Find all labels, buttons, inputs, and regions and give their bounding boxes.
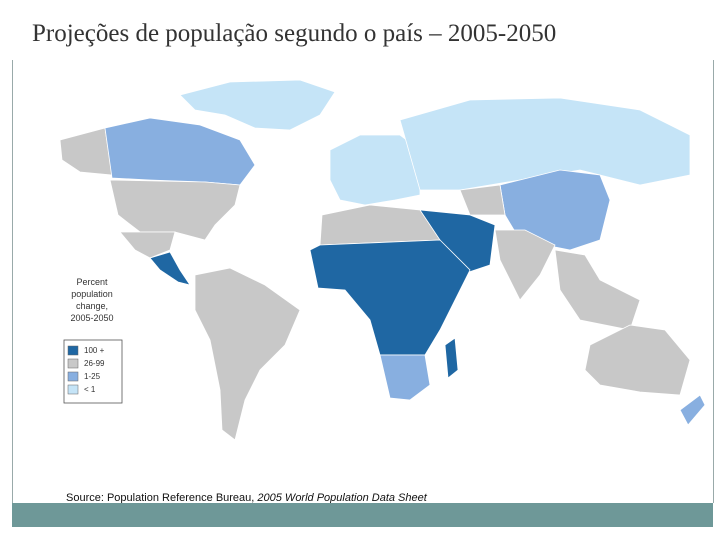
legend-title: population: [71, 289, 113, 299]
legend-swatch: [67, 371, 79, 382]
central-america: [149, 251, 191, 286]
madagascar: [444, 337, 459, 379]
legend-title: Percent: [76, 277, 108, 287]
legend-title: 2005-2050: [70, 313, 113, 323]
central-asia: [459, 184, 506, 216]
new-zealand: [679, 394, 706, 426]
source-text: Source: Population Reference Bureau,: [66, 492, 258, 504]
north-africa: [319, 204, 441, 246]
arctic: [179, 79, 336, 131]
legend-label: 26-99: [84, 359, 105, 368]
legend-label: 100 +: [84, 346, 105, 355]
australia: [584, 324, 691, 396]
canada: [104, 117, 256, 186]
europe: [329, 134, 421, 206]
alaska: [59, 127, 113, 176]
legend-box: [63, 339, 123, 404]
source: Source: Population Reference Bureau, 200…: [66, 492, 427, 504]
russia: [399, 97, 691, 191]
footer-bar: [12, 503, 713, 527]
usa: [109, 179, 241, 241]
legend-swatch: [67, 345, 79, 356]
china: [499, 169, 611, 251]
legend-swatch: [67, 384, 79, 395]
central-africa: [309, 239, 471, 356]
se-asia: [554, 249, 641, 331]
india: [494, 229, 556, 301]
legend-label: < 1: [84, 385, 96, 394]
south-america: [194, 267, 301, 441]
legend-label: 1-25: [84, 372, 101, 381]
mexico: [119, 231, 176, 259]
legend-bg: [60, 272, 124, 404]
source-title: 2005 World Population Data Sheet: [257, 492, 427, 504]
legend: Percent population change, 2005-2050 100 + 26…: [60, 272, 124, 404]
legend-swatch: [67, 358, 79, 369]
southern-africa: [379, 354, 431, 401]
frame: [12, 60, 714, 503]
slide-title: Projeções de população segundo o país – …: [32, 20, 557, 47]
legend-title: change,: [76, 301, 108, 311]
